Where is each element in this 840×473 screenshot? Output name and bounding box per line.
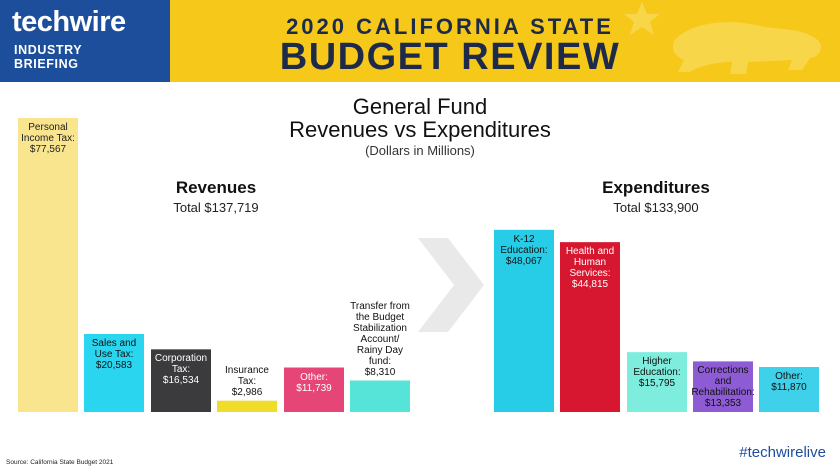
bar-revenue-0	[18, 118, 78, 412]
bar-label-revenue-3: Insurance Tax: $2,986	[209, 365, 285, 398]
bar-label-line: $11,870	[771, 382, 807, 393]
header-banner: techwire INDUSTRY BRIEFING 2020 CALIFORN…	[0, 0, 840, 82]
bar-label-line: Rehabilitation:	[691, 387, 755, 399]
bar-label-revenue-4: Other: $11,739	[276, 372, 352, 394]
bar-label-revenue-0: Personal Income Tax: $77,567	[10, 122, 86, 155]
bar-expenditure-1	[560, 242, 620, 412]
bar-label-line: Income Tax:	[21, 133, 75, 144]
bar-expenditure-3	[693, 361, 753, 412]
bar-label-line: Human	[573, 257, 607, 269]
bar-label-line: K-12	[513, 233, 535, 245]
bar-expenditure-4	[759, 367, 819, 412]
expenditures-title: Expenditures	[602, 178, 710, 197]
banner-line-1: 2020 CALIFORNIA STATE	[286, 14, 614, 39]
bar-label-line: and	[714, 376, 732, 388]
bar-label-revenue-5: Transfer from the Budget Stabilization Acco…	[342, 301, 418, 378]
logo-block: techwire INDUSTRY BRIEFING	[0, 0, 170, 82]
bar-label-line: $77,567	[29, 144, 67, 155]
bar-label-line: Transfer from	[350, 300, 410, 312]
bar-label-line: fund:	[368, 355, 392, 367]
bear-flag-icon	[624, 2, 822, 74]
bar-label-revenue-2: Corporation Tax: $16,534	[143, 353, 219, 386]
bar-label-line: Health and	[565, 246, 615, 258]
bar-label-line: Higher	[642, 356, 672, 368]
bar-label-line: Tax:	[171, 364, 191, 376]
bar-label-line: the Budget	[355, 311, 405, 323]
bar-label-line: Account/	[360, 333, 400, 345]
bar-label-line: Corporation	[154, 353, 208, 365]
bar-label-expenditure-1: Health and Human Services: $44,815	[552, 246, 628, 290]
logo-subtitle-line-2: BRIEFING	[14, 57, 79, 71]
bar-expenditure-2	[627, 352, 687, 412]
bar-revenue-1	[84, 333, 144, 412]
logo-subtitle-line-1: INDUSTRY	[14, 43, 83, 57]
bar-revenue-4	[284, 367, 344, 412]
bar-label-expenditure-4: Other: $11,870	[751, 371, 827, 393]
bar-label-line: Use Tax:	[94, 348, 134, 360]
bar-label-expenditure-2: Higher Education: $15,795	[619, 356, 695, 389]
bar-label-line: Education:	[500, 244, 548, 256]
revenues-total: Total $137,719	[173, 200, 259, 215]
bar-label-line: Personal	[28, 122, 68, 133]
bar-label-line: $8,310	[364, 366, 396, 378]
logo: techwire	[12, 6, 126, 38]
bar-label-line: Stabilization	[353, 322, 407, 334]
bar-label-line: Sales and	[91, 337, 137, 349]
bar-label-line: Other:	[300, 371, 328, 383]
expenditures-heading: Expenditures Total $133,900	[556, 178, 756, 215]
bar-label-line: Insurance	[225, 364, 269, 376]
title-banner: 2020 CALIFORNIA STATE BUDGET REVIEW	[170, 0, 840, 82]
bar-label-line: $44,815	[571, 279, 609, 291]
bar-label-line: $16,534	[162, 375, 200, 387]
bar-label-line: Other:	[775, 371, 803, 382]
chart-title-line-2: Revenues vs Expenditures	[289, 117, 551, 142]
bar-label-revenue-1: Sales and Use Tax: $20,583	[76, 338, 152, 371]
chart-title-line-1: General Fund	[352, 94, 488, 119]
bar-label-line: Rainy Day	[356, 344, 404, 356]
source-note: Source: California State Budget 2021	[6, 459, 114, 466]
hashtag: #techwirelive	[739, 444, 826, 461]
bar-revenue-3	[217, 400, 277, 412]
bar-label-line: Education:	[633, 367, 681, 379]
bar-label-line: $11,739	[296, 382, 332, 394]
expenditures-total: Total $133,900	[613, 200, 699, 215]
bar-label-line: $15,795	[638, 378, 676, 390]
bar-label-line: $20,583	[95, 359, 133, 371]
bar-expenditure-0	[494, 229, 554, 412]
revenues-title: Revenues	[175, 178, 257, 197]
bar-revenue-5	[350, 380, 410, 412]
greater-than-icon	[418, 238, 484, 332]
bar-label-line: Corrections	[697, 365, 749, 377]
revenues-heading: Revenues Total $137,719	[116, 178, 316, 215]
bar-label-line: $48,067	[505, 255, 543, 267]
banner-line-2: BUDGET REVIEW	[279, 36, 621, 78]
chart-subtitle: (Dollars in Millions)	[365, 143, 475, 158]
bar-label-line: Tax:	[237, 375, 257, 387]
bar-label-line: $13,353	[704, 398, 742, 410]
bar-label-expenditure-0: K-12 Education: $48,067	[486, 234, 562, 267]
bar-revenue-2	[151, 349, 211, 412]
bar-label-line: Services:	[569, 268, 611, 280]
bar-label-line: $2,986	[231, 386, 263, 398]
bar-label-expenditure-3: Corrections and Rehabilitation: $13,353	[685, 365, 761, 409]
